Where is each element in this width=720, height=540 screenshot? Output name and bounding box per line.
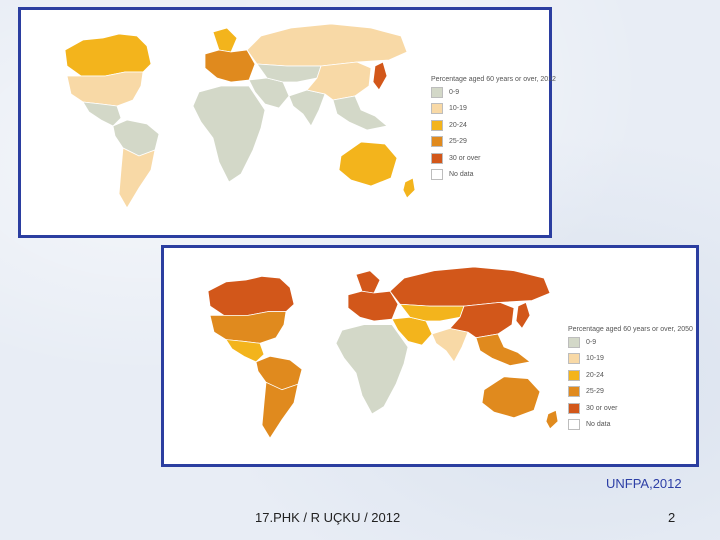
legend-swatch — [431, 119, 443, 131]
legend-rows-2012: 0-9 10-19 20-24 25-29 30 or over No data — [431, 84, 561, 183]
legend-swatch — [568, 369, 580, 381]
region-canada-2012 — [64, 33, 152, 77]
legend-label: 30 or over — [586, 404, 618, 412]
legend-label: 0-9 — [449, 88, 460, 96]
region-europe-2050 — [347, 290, 399, 322]
region-south-asia-2050 — [431, 328, 469, 363]
region-south-america-south-2012 — [118, 147, 156, 209]
legend-swatch — [568, 419, 580, 431]
region-central-asia-2050 — [399, 303, 465, 322]
legend-item-0-9: 0-9 — [431, 84, 561, 101]
legend-swatch — [431, 152, 443, 164]
map-svg-2050 — [207, 262, 559, 439]
legend-label: 0-9 — [586, 338, 597, 346]
legend-title-2050: Percentage aged 60 years or over, 2050 — [568, 326, 693, 333]
map-legend-2050: Percentage aged 60 years or over, 2050 0… — [568, 325, 698, 433]
legend-label: 25-29 — [449, 138, 467, 146]
region-united-states-2050 — [209, 311, 287, 344]
world-map-2012: Percentage aged 60 years or over, 2012 0… — [18, 7, 556, 238]
legend-item-30-or-over: 30 or over — [431, 150, 561, 167]
legend-rows-2050: 0-9 10-19 20-24 25-29 30 or over No data — [568, 334, 698, 433]
legend-label: No data — [586, 421, 611, 429]
map-svg-2012 — [64, 19, 416, 209]
region-central-asia-2012 — [256, 63, 322, 83]
region-mexico-and-central-america-2012 — [82, 101, 122, 127]
page-number: 2 — [668, 510, 676, 525]
legend-item-30-or-over: 30 or over — [568, 400, 698, 417]
world-map-2050: Percentage aged 60 years or over, 2050 0… — [161, 245, 699, 467]
region-europe-north-2050 — [355, 270, 381, 294]
legend-swatch — [568, 336, 580, 348]
legend-item-20-24: 20-24 — [568, 367, 698, 384]
legend-item-20-24: 20-24 — [431, 117, 561, 134]
region-new-zealand-2012 — [402, 177, 416, 199]
region-new-zealand-2050 — [545, 409, 559, 430]
region-mexico-and-central-america-2050 — [225, 339, 265, 363]
legend-label: 10-19 — [586, 355, 604, 363]
region-japan-2012 — [372, 61, 388, 91]
legend-swatch — [431, 103, 443, 115]
region-japan-2050 — [515, 301, 531, 330]
map-regions-2012 — [64, 19, 416, 209]
region-south-america-north-2050 — [255, 355, 303, 391]
legend-swatch — [568, 353, 580, 365]
region-china-2050 — [449, 301, 515, 339]
region-russia-2012 — [246, 23, 408, 67]
region-greenland-2050 — [301, 262, 339, 296]
legend-item-0-9: 0-9 — [568, 334, 698, 351]
legend-item-25-29: 25-29 — [431, 134, 561, 151]
region-africa-2012 — [192, 85, 266, 183]
legend-swatch — [568, 402, 580, 414]
region-china-2012 — [306, 61, 372, 101]
region-south-asia-2012 — [288, 89, 326, 127]
legend-item-no-data: No data — [568, 417, 698, 434]
region-south-america-south-2050 — [261, 381, 299, 439]
legend-item-10-19: 10-19 — [431, 101, 561, 118]
region-australia-2050 — [481, 376, 541, 419]
legend-item-no-data: No data — [431, 167, 561, 184]
source-citation: UNFPA,2012 — [606, 476, 682, 491]
legend-title-2012: Percentage aged 60 years or over, 2012 — [431, 76, 556, 83]
legend-label: 20-24 — [586, 371, 604, 379]
region-south-america-north-2012 — [112, 119, 160, 157]
legend-item-10-19: 10-19 — [568, 351, 698, 368]
region-africa-2050 — [335, 324, 409, 415]
region-europe-2012 — [204, 49, 256, 83]
map-regions-2050 — [207, 262, 559, 439]
map-legend-2012: Percentage aged 60 years or over, 2012 0… — [431, 75, 561, 183]
legend-label: 30 or over — [449, 154, 481, 162]
legend-label: 25-29 — [586, 388, 604, 396]
region-southeast-asia-2012 — [332, 95, 388, 131]
region-southeast-asia-2050 — [475, 333, 531, 366]
region-united-states-2012 — [66, 71, 144, 107]
legend-swatch — [431, 136, 443, 148]
region-russia-2050 — [389, 266, 551, 307]
legend-label: 20-24 — [449, 121, 467, 129]
legend-swatch — [431, 86, 443, 98]
legend-label: 10-19 — [449, 105, 467, 113]
legend-swatch — [431, 169, 443, 181]
region-europe-north-2012 — [212, 27, 238, 53]
region-greenland-2012 — [158, 19, 196, 55]
region-australia-2012 — [338, 141, 398, 187]
footer-text: 17.PHK / R UÇKU / 2012 — [255, 510, 401, 525]
region-canada-2050 — [207, 275, 295, 316]
legend-swatch — [568, 386, 580, 398]
legend-item-25-29: 25-29 — [568, 384, 698, 401]
legend-label: No data — [449, 171, 474, 179]
